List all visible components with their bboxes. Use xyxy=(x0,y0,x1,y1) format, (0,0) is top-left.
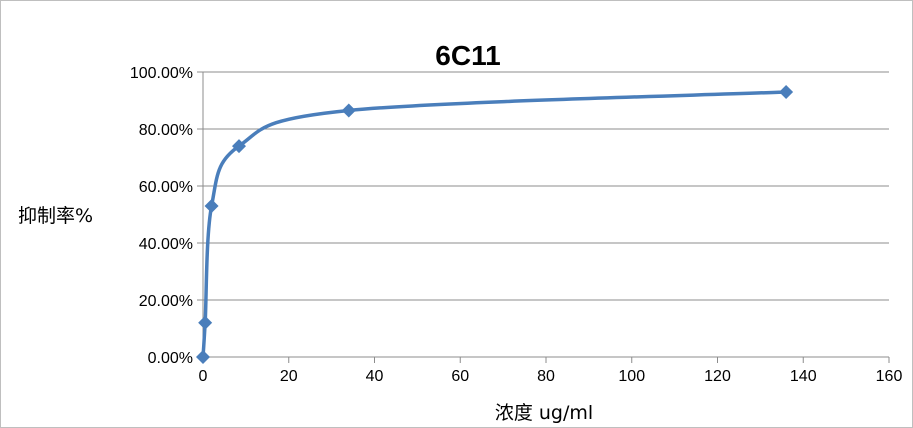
y-axis-ticks: 0.00% 20.00% 40.00% 60.00% 80.00% 100.00% xyxy=(130,65,203,367)
x-tick-label: 60 xyxy=(451,368,469,385)
x-tick-label: 0 xyxy=(199,368,208,385)
x-tick-label: 100 xyxy=(618,368,645,385)
x-axis-title: 浓度 ug/ml xyxy=(495,402,593,424)
data-point-marker xyxy=(232,139,247,154)
data-point-marker xyxy=(198,315,213,330)
data-point-marker xyxy=(196,350,210,364)
y-tick-label: 60.00% xyxy=(139,179,193,196)
gridlines xyxy=(203,71,889,301)
chart-title: 6C11 xyxy=(435,40,500,71)
data-point-marker xyxy=(779,84,794,99)
data-point-marker xyxy=(341,103,356,118)
x-tick-label: 20 xyxy=(280,368,298,385)
x-axis-ticks: 0 20 40 60 80 100 120 140 160 xyxy=(199,357,903,385)
x-tick-label: 120 xyxy=(704,368,731,385)
x-tick-label: 40 xyxy=(366,368,384,385)
y-tick-label: 100.00% xyxy=(130,65,193,82)
y-axis-title: 抑制率% xyxy=(18,205,93,227)
x-tick-label: 140 xyxy=(790,368,817,385)
data-point-marker xyxy=(204,198,219,213)
x-tick-label: 80 xyxy=(537,368,555,385)
x-tick-label: 160 xyxy=(876,368,903,385)
data-series xyxy=(196,84,794,364)
y-tick-label: 0.00% xyxy=(148,350,193,367)
y-tick-label: 40.00% xyxy=(139,236,193,253)
y-tick-label: 20.00% xyxy=(139,293,193,310)
y-tick-label: 80.00% xyxy=(139,122,193,139)
